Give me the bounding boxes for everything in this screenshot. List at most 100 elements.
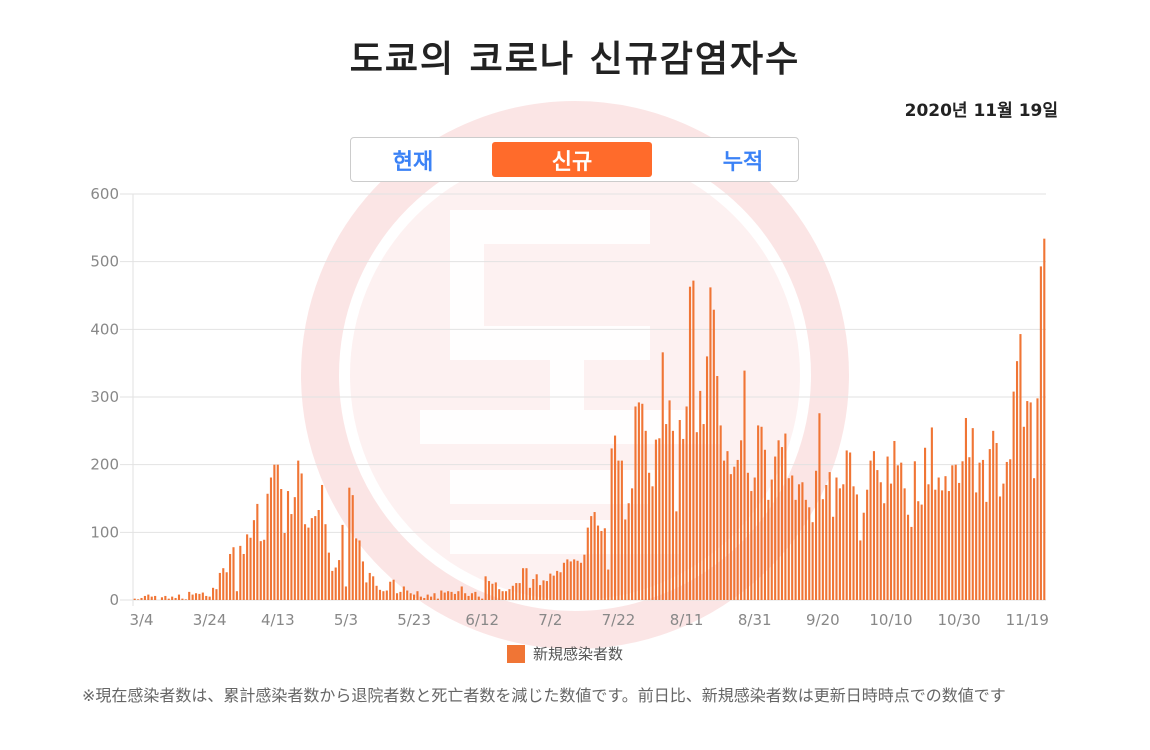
bar bbox=[450, 591, 453, 600]
bar bbox=[310, 518, 313, 600]
x-tick-label: 9/20 bbox=[806, 611, 840, 629]
bar bbox=[651, 486, 654, 600]
bar bbox=[263, 539, 266, 600]
bar bbox=[389, 581, 392, 600]
bar bbox=[467, 595, 470, 600]
bar bbox=[457, 591, 460, 600]
tab-new[interactable]: 신규 bbox=[492, 142, 652, 177]
tab-cumulative[interactable]: 누적 bbox=[722, 149, 764, 175]
bar bbox=[222, 568, 225, 600]
bar bbox=[760, 426, 763, 600]
x-tick-label: 8/11 bbox=[670, 611, 704, 629]
bar bbox=[927, 484, 930, 600]
bar bbox=[399, 591, 402, 600]
bar bbox=[593, 512, 596, 600]
bar bbox=[665, 424, 668, 600]
bar bbox=[140, 597, 143, 600]
bar bbox=[787, 478, 790, 600]
bar bbox=[978, 462, 981, 600]
bar bbox=[532, 579, 535, 600]
footnote: ※現在感染者数は、累計感染者数から退院者数と死亡者数を減じた数値です。前日比、新… bbox=[82, 686, 1006, 705]
bar bbox=[433, 593, 436, 600]
bar bbox=[273, 464, 276, 600]
bar bbox=[259, 541, 262, 600]
bar bbox=[835, 477, 838, 600]
bar bbox=[225, 572, 228, 600]
bar bbox=[631, 488, 634, 600]
bar bbox=[818, 413, 821, 600]
bar bbox=[992, 430, 995, 600]
bar bbox=[137, 599, 140, 600]
bar bbox=[872, 451, 876, 600]
bar bbox=[886, 456, 889, 600]
bar bbox=[290, 514, 293, 600]
legend-swatch bbox=[507, 644, 525, 663]
bar bbox=[866, 489, 869, 600]
x-tick-label: 10/30 bbox=[938, 611, 981, 629]
x-tick-label: 10/10 bbox=[869, 611, 912, 629]
bar bbox=[607, 569, 610, 600]
bar bbox=[375, 585, 378, 600]
bar bbox=[212, 587, 215, 600]
bar bbox=[559, 572, 562, 600]
bar bbox=[545, 581, 548, 600]
bar bbox=[150, 596, 153, 600]
bar bbox=[280, 489, 283, 600]
bar bbox=[774, 456, 777, 600]
bar bbox=[477, 596, 480, 600]
bar bbox=[920, 504, 923, 600]
bar bbox=[293, 497, 296, 600]
bar bbox=[791, 475, 794, 600]
tab-current[interactable]: 현재 bbox=[392, 149, 434, 175]
bar bbox=[876, 470, 879, 600]
bar bbox=[719, 425, 722, 600]
bar bbox=[930, 427, 933, 600]
chart-legend: 新規感染者数 bbox=[507, 643, 623, 664]
bar bbox=[188, 591, 191, 600]
bar bbox=[603, 528, 606, 600]
bar bbox=[1039, 266, 1042, 600]
bar bbox=[862, 512, 865, 600]
bar bbox=[198, 593, 201, 600]
bar bbox=[624, 519, 627, 600]
bar bbox=[460, 586, 463, 600]
bar bbox=[334, 567, 337, 600]
bar bbox=[348, 487, 351, 600]
bar bbox=[869, 460, 872, 600]
chart-title: 도쿄의 코로나 신규감염자수 bbox=[349, 39, 801, 80]
x-tick-label: 6/12 bbox=[465, 611, 499, 629]
bar bbox=[511, 585, 514, 600]
bar bbox=[995, 443, 998, 600]
bar bbox=[845, 450, 848, 600]
bar bbox=[654, 439, 657, 600]
bar bbox=[409, 593, 412, 600]
bar bbox=[699, 390, 702, 600]
bar bbox=[893, 440, 896, 600]
bar bbox=[229, 553, 232, 600]
bar bbox=[569, 561, 572, 600]
bar bbox=[160, 597, 164, 600]
bar bbox=[1043, 238, 1046, 600]
bar bbox=[235, 591, 238, 600]
bar bbox=[998, 496, 1002, 600]
bar bbox=[770, 479, 773, 600]
bar bbox=[549, 573, 552, 600]
bar bbox=[355, 538, 358, 600]
bar bbox=[1015, 361, 1019, 600]
bar bbox=[297, 460, 300, 600]
bar bbox=[924, 447, 927, 600]
bar bbox=[412, 594, 416, 600]
x-tick-label: 4/13 bbox=[261, 611, 295, 629]
bar bbox=[1033, 478, 1036, 600]
bar bbox=[729, 474, 732, 600]
bar bbox=[961, 461, 964, 600]
bar bbox=[324, 524, 327, 600]
bar bbox=[825, 484, 828, 600]
bar bbox=[453, 593, 456, 600]
bar bbox=[440, 590, 443, 600]
bar bbox=[702, 424, 705, 600]
bar bbox=[556, 570, 559, 600]
y-tick-label: 300 bbox=[90, 388, 119, 406]
bar bbox=[331, 570, 334, 600]
bar bbox=[522, 568, 525, 600]
